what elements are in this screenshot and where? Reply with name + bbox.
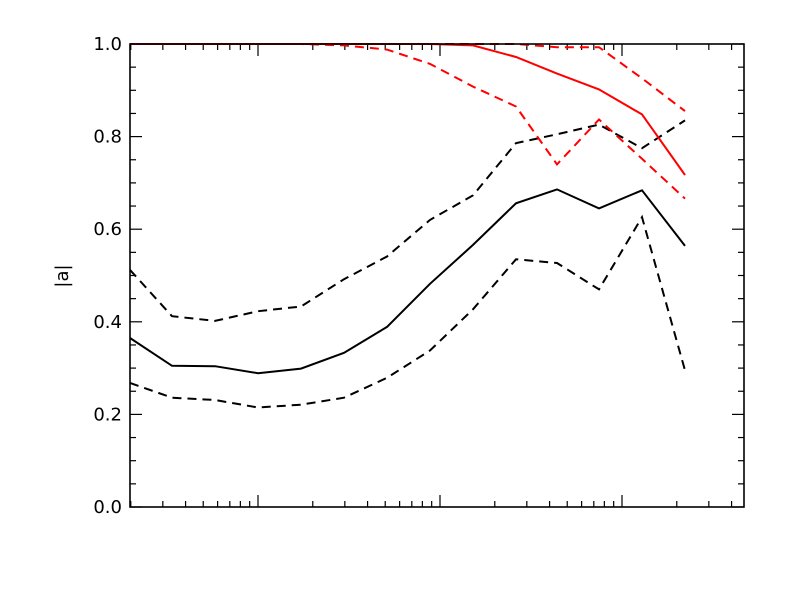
y-tick-label: 1.0 xyxy=(93,34,122,55)
y-tick-label: 0.0 xyxy=(93,497,122,518)
y-axis-title: |a| xyxy=(52,264,73,287)
ticks-layer xyxy=(130,43,744,508)
series-layer xyxy=(129,43,686,409)
series-red-median xyxy=(130,43,686,176)
y-tick-label: 0.8 xyxy=(93,127,122,148)
series-black-lower xyxy=(129,214,686,409)
labels-layer: 0.0 0.2 0.4 0.6 0.8 1.0 xyxy=(93,34,122,518)
series-black-median xyxy=(129,188,686,375)
series-red-upper xyxy=(130,43,686,112)
y-tick-label: 0.4 xyxy=(93,312,122,333)
y-tick-label: 0.6 xyxy=(93,219,122,240)
series-red-lower xyxy=(130,43,686,200)
y-tick-label: 0.2 xyxy=(93,404,122,425)
plot-frame xyxy=(129,43,745,508)
series-black-upper xyxy=(129,119,686,322)
